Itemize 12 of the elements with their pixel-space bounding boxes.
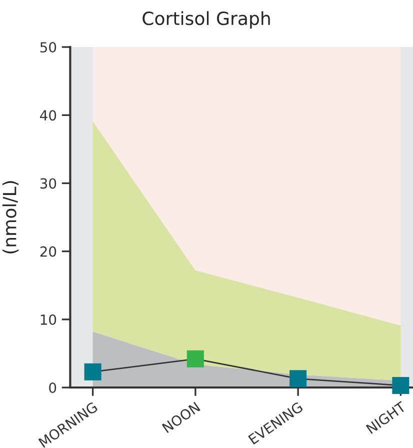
y-tick-label: 0 bbox=[49, 382, 56, 393]
point bbox=[290, 370, 307, 388]
point bbox=[186, 350, 204, 368]
y-tick-label: 40 bbox=[40, 110, 56, 121]
point bbox=[84, 363, 102, 380]
y-tick-label: 30 bbox=[40, 178, 56, 189]
y-tick-label: 50 bbox=[40, 42, 56, 53]
y-tick-label: 20 bbox=[40, 246, 56, 257]
chart-title: Cortisol Graph bbox=[142, 11, 270, 29]
y-axis-title: (nmol/L) bbox=[2, 181, 19, 254]
y-tick-label: 10 bbox=[40, 314, 56, 325]
point bbox=[392, 376, 410, 394]
